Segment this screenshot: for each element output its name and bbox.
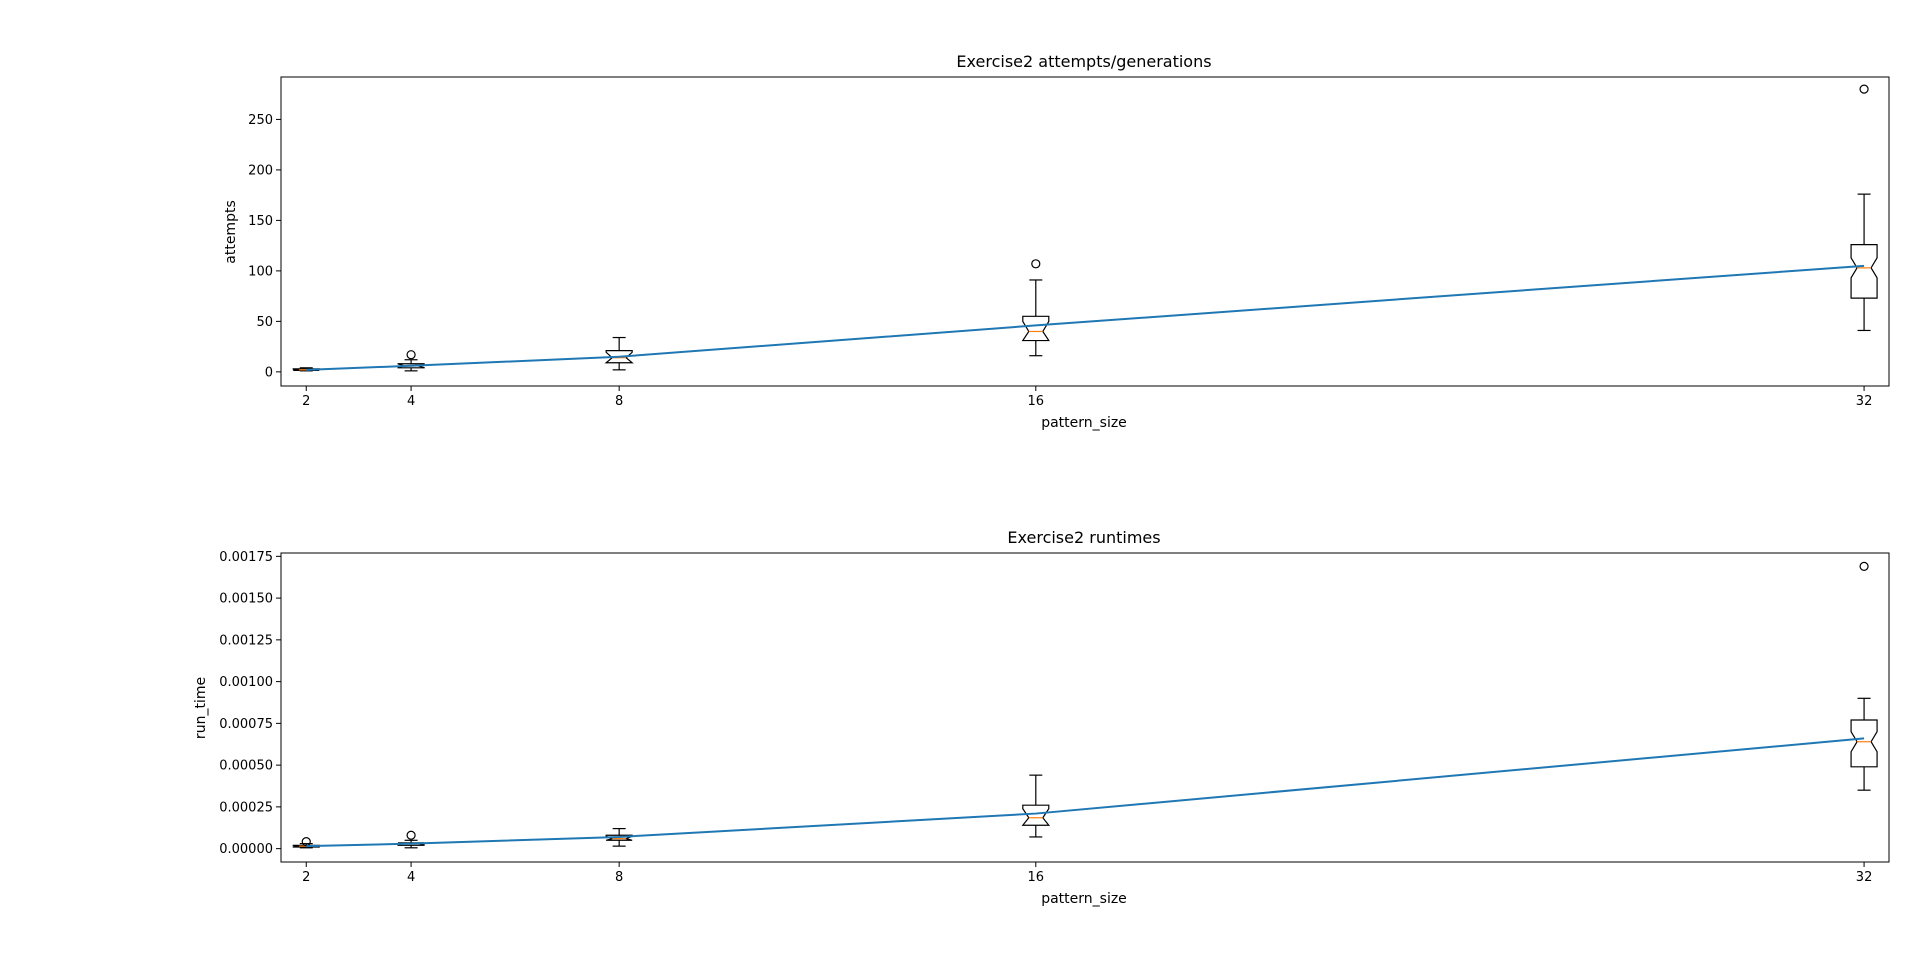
x-tick-label: 8 (615, 394, 623, 409)
x-axis: 2 4 8 16 32 (302, 862, 1872, 885)
y-tick-label: 0.00075 (219, 717, 273, 732)
y-axis-label: run_time (193, 677, 209, 739)
outlier-point (1859, 561, 1869, 571)
y-tick-label: 50 (256, 315, 273, 330)
x-axis: 2 4 8 16 32 (302, 386, 1872, 409)
box-plot (1850, 561, 1878, 791)
y-tick-label: 100 (248, 264, 273, 279)
box-plot (1021, 774, 1051, 838)
outlier-point (1859, 84, 1869, 94)
outlier-point (406, 830, 416, 840)
box-plot (1850, 84, 1878, 332)
axes-frame (280, 76, 1890, 387)
trend-line (306, 264, 1865, 371)
chart-title: Exercise2 runtimes (1007, 528, 1160, 547)
outlier-point (1031, 259, 1041, 269)
y-tick-label: 0.00025 (219, 800, 273, 815)
plot-area (292, 84, 1878, 372)
x-tick-label: 2 (302, 870, 310, 885)
trend-line (306, 737, 1865, 848)
box (1850, 719, 1878, 768)
y-axis: 0 50 100 150 200 250 (248, 113, 281, 380)
x-tick-label: 32 (1856, 394, 1873, 409)
box (1021, 315, 1050, 342)
x-tick-label: 16 (1028, 870, 1045, 885)
y-axis-label: attempts (223, 200, 239, 263)
outlier-point (406, 350, 416, 360)
y-tick-label: 200 (248, 163, 273, 178)
y-tick-label: 250 (248, 113, 273, 128)
x-tick-label: 32 (1856, 870, 1873, 885)
x-tick-label: 4 (407, 394, 415, 409)
y-tick-label: 150 (248, 214, 273, 229)
y-axis: 0.00000 0.00025 0.00050 0.00075 0.00100 0.001… (219, 550, 281, 857)
box (1850, 244, 1878, 299)
box (1021, 804, 1051, 826)
attempts-chart: Exercise2 attempts/generations 0 50 100 150… (223, 52, 1890, 431)
x-tick-label: 16 (1028, 394, 1045, 409)
x-tick-label: 2 (302, 394, 310, 409)
x-tick-label: 8 (615, 870, 623, 885)
y-tick-label: 0.00175 (219, 550, 273, 565)
plot-area (292, 561, 1878, 849)
y-tick-label: 0.00050 (219, 759, 273, 774)
x-axis-label: pattern_size (1041, 415, 1127, 431)
x-axis-label: pattern_size (1041, 891, 1127, 907)
runtimes-chart: Exercise2 runtimes 0.00000 0.00025 0.00050… (193, 528, 1890, 907)
y-tick-label: 0.00150 (219, 592, 273, 607)
y-tick-label: 0 (265, 365, 273, 380)
y-tick-label: 0.00125 (219, 633, 273, 648)
x-tick-label: 4 (407, 870, 415, 885)
chart-title: Exercise2 attempts/generations (956, 52, 1211, 71)
y-tick-label: 0.00100 (219, 675, 273, 690)
axes-frame (280, 552, 1890, 863)
box-plot (1021, 259, 1050, 357)
y-tick-label: 0.00000 (219, 842, 273, 857)
